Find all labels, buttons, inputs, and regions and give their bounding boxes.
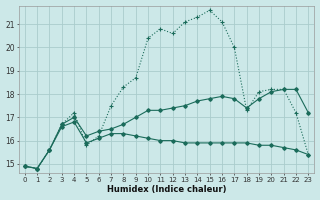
X-axis label: Humidex (Indice chaleur): Humidex (Indice chaleur) (107, 185, 226, 194)
